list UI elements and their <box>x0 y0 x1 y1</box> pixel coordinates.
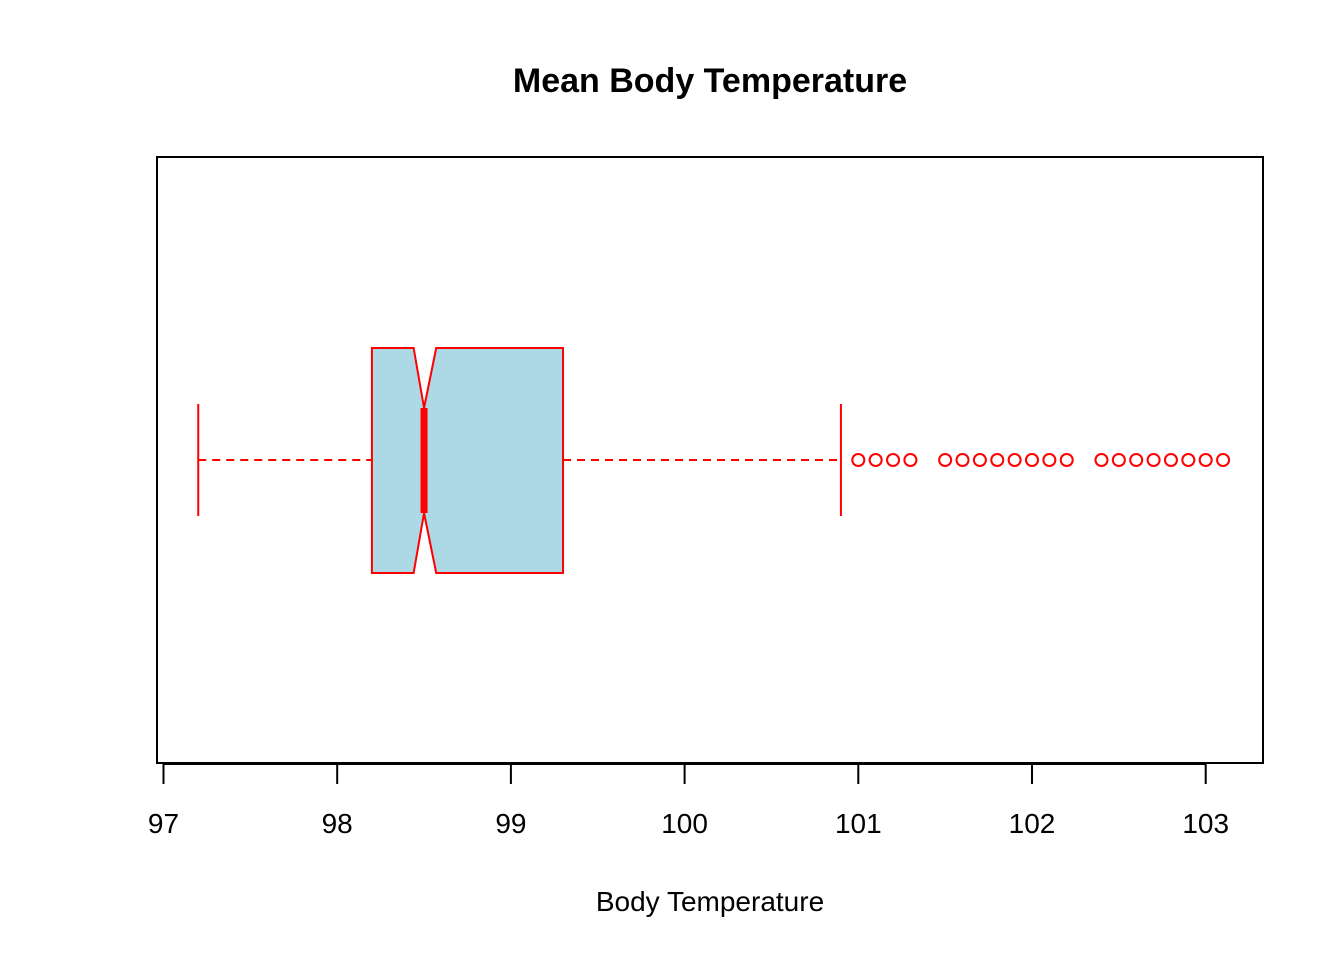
outlier-point <box>886 453 901 467</box>
x-tick-label: 97 <box>148 808 179 839</box>
x-tick-label: 103 <box>1182 808 1229 839</box>
outlier-point <box>1094 453 1109 467</box>
outlier-point <box>903 453 918 467</box>
x-axis-title: Body Temperature <box>596 886 824 917</box>
x-tick-label: 100 <box>661 808 708 839</box>
x-tick-label: 98 <box>322 808 353 839</box>
x-axis: 97 98 99 100 101 102 103 <box>148 763 1229 839</box>
outlier-point <box>1111 453 1126 467</box>
outlier-point <box>1198 453 1213 467</box>
outlier-point <box>1181 453 1196 467</box>
outlier-point <box>955 453 970 467</box>
outlier-point <box>1216 453 1231 467</box>
outlier-group <box>851 453 1231 467</box>
x-tick-label: 102 <box>1009 808 1056 839</box>
chart-title: Mean Body Temperature <box>513 62 907 100</box>
outlier-point <box>938 453 953 467</box>
outlier-point <box>1146 453 1161 467</box>
outlier-point <box>1129 453 1144 467</box>
outlier-point <box>868 453 883 467</box>
outlier-point <box>972 453 987 467</box>
outlier-point <box>990 453 1005 467</box>
outlier-point <box>1163 453 1178 467</box>
x-tick-label: 101 <box>835 808 882 839</box>
outlier-point <box>1042 453 1057 467</box>
outlier-point <box>1007 453 1022 467</box>
notched-box <box>370 347 565 574</box>
outlier-point <box>851 453 866 467</box>
outlier-point <box>1059 453 1074 467</box>
outlier-point <box>1025 453 1039 467</box>
x-tick-label: 99 <box>495 808 526 839</box>
box-group <box>197 347 842 574</box>
